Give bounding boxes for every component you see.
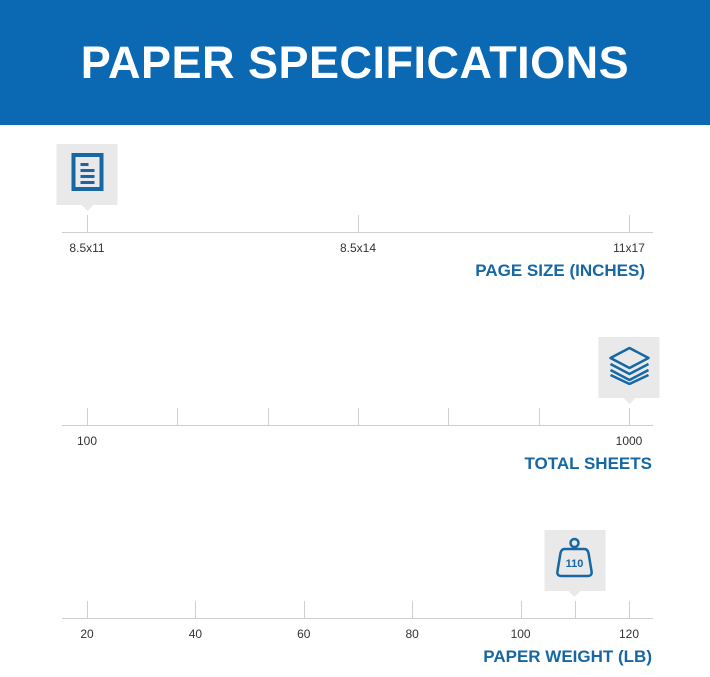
scale-tick bbox=[629, 215, 630, 232]
scale-tick bbox=[629, 408, 630, 425]
tick-label: 100 bbox=[510, 627, 531, 641]
scale-tick bbox=[412, 601, 414, 618]
document-icon bbox=[70, 153, 104, 196]
tick-label: 1000 bbox=[615, 434, 643, 448]
weight-icon: 110 bbox=[555, 537, 595, 584]
tick-label: 11x17 bbox=[613, 241, 645, 255]
scale-tick bbox=[177, 408, 179, 425]
tick-label: 40 bbox=[188, 627, 203, 641]
tick-label: 120 bbox=[618, 627, 640, 641]
scale-title: PAPER WEIGHT (LB) bbox=[483, 647, 652, 666]
scale-tick bbox=[87, 601, 88, 618]
selected-marker: 110 bbox=[544, 530, 606, 597]
scale-tick bbox=[358, 215, 359, 232]
scale-axis bbox=[62, 618, 653, 619]
tick-label: 8.5x14 bbox=[339, 241, 377, 255]
selected-marker bbox=[598, 337, 660, 404]
scale-title: TOTAL SHEETS bbox=[524, 454, 652, 473]
page-title: PAPER SPECIFICATIONS bbox=[80, 36, 630, 88]
scale-tick bbox=[629, 601, 630, 618]
tick-label: 100 bbox=[76, 434, 98, 448]
tick-label: 20 bbox=[80, 627, 94, 641]
scale-tick bbox=[358, 408, 359, 425]
scale-tick bbox=[267, 408, 269, 425]
tick-label: 60 bbox=[297, 627, 311, 641]
header-banner: PAPER SPECIFICATIONS bbox=[0, 0, 710, 125]
scale-axis bbox=[62, 232, 653, 233]
weight-icon-label: 110 bbox=[566, 558, 584, 570]
scale-tick bbox=[538, 408, 540, 425]
scale-title: PAGE SIZE (INCHES) bbox=[475, 261, 645, 280]
paper-stack-icon bbox=[607, 345, 651, 390]
scale-tick bbox=[87, 408, 88, 425]
scale-tick bbox=[87, 215, 88, 232]
scale-tick bbox=[448, 408, 450, 425]
scale-tick bbox=[195, 601, 197, 618]
scale-tick bbox=[520, 601, 522, 618]
scale-axis bbox=[62, 425, 653, 426]
tick-label: 80 bbox=[405, 627, 419, 641]
selected-marker bbox=[56, 144, 118, 211]
tick-label: 8.5x11 bbox=[69, 241, 105, 255]
scale-tick bbox=[303, 601, 305, 618]
scale-tick bbox=[574, 601, 576, 618]
